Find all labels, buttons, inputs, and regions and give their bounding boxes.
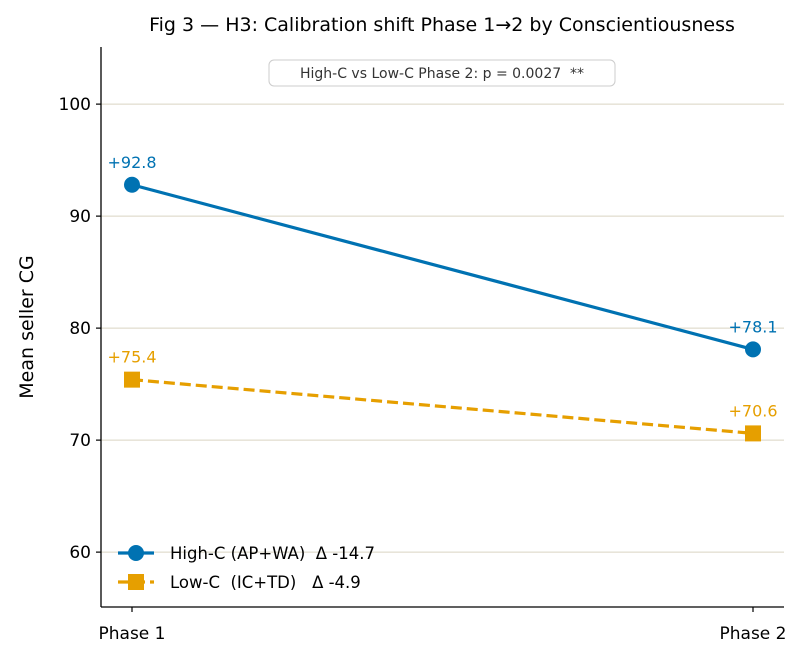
legend-marker (128, 545, 144, 561)
y-tick-label: 60 (69, 543, 91, 563)
y-tick-label: 90 (69, 207, 91, 227)
y-tick-label: 70 (69, 431, 91, 451)
data-label: +75.4 (107, 348, 156, 367)
legend-label: Low-C (IC+TD) Δ -4.9 (170, 573, 361, 592)
y-tick-label: 80 (69, 319, 91, 339)
data-label: +70.6 (728, 401, 777, 420)
series-line-1 (131, 183, 754, 351)
y-axis-label: Mean seller CG (16, 255, 38, 398)
series-line-2 (131, 378, 754, 435)
x-tick-label: Phase 2 (720, 624, 787, 644)
data-point (124, 371, 140, 388)
data-point (745, 341, 761, 358)
legend: High-C (AP+WA) Δ -14.7 Low-C (IC+TD) Δ -4… (118, 544, 375, 592)
legend-label: High-C (AP+WA) Δ -14.7 (170, 544, 375, 563)
legend-marker (128, 574, 144, 590)
data-label: +78.1 (728, 317, 777, 336)
annotation-text: High-C vs Low-C Phase 2: p = 0.0027 ** (300, 66, 584, 82)
y-tick-label: 100 (59, 95, 91, 115)
data-point (745, 425, 761, 442)
annotation-box: High-C vs Low-C Phase 2: p = 0.0027 ** (268, 59, 616, 87)
data-label: +92.8 (107, 153, 156, 172)
x-tick-label: Phase 1 (99, 624, 166, 644)
data-point (124, 176, 140, 193)
chart-title: Fig 3 — H3: Calibration shift Phase 1→2 … (149, 14, 735, 36)
